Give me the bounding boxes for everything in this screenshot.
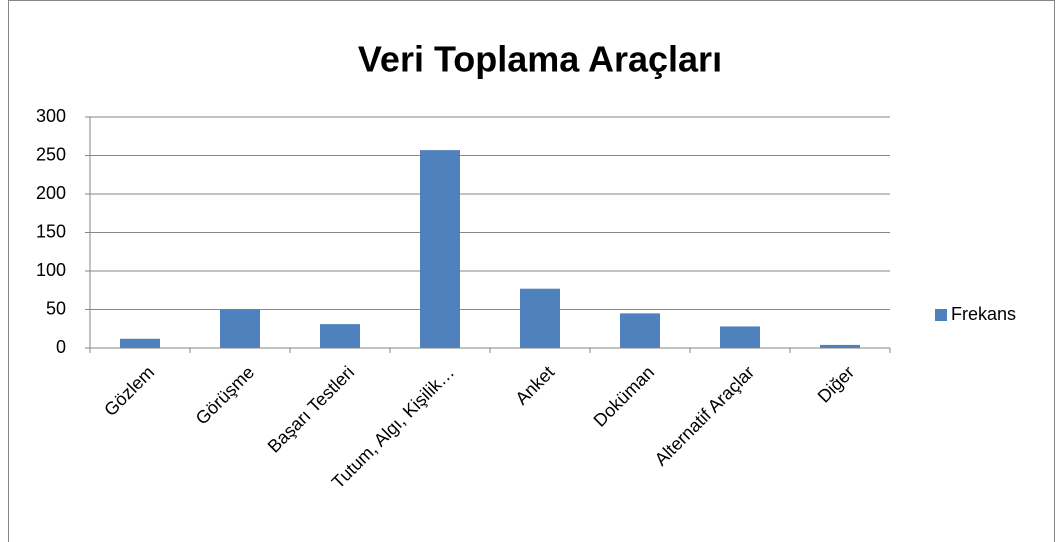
bar bbox=[620, 313, 660, 348]
y-tick-label: 50 bbox=[46, 298, 66, 318]
bar bbox=[120, 338, 160, 348]
y-tick-label: 0 bbox=[56, 337, 66, 357]
bar bbox=[220, 309, 260, 348]
y-tick-label: 250 bbox=[36, 144, 66, 164]
legend-label: Frekans bbox=[951, 304, 1016, 324]
y-tick-label: 100 bbox=[36, 260, 66, 280]
bar bbox=[720, 326, 760, 348]
chart-title: Veri Toplama Araçları bbox=[358, 39, 722, 80]
y-tick-label: 300 bbox=[36, 106, 66, 126]
bar bbox=[520, 288, 560, 348]
legend-swatch bbox=[935, 309, 947, 321]
bar bbox=[820, 344, 860, 348]
y-tick-label: 150 bbox=[36, 221, 66, 241]
y-tick-label: 200 bbox=[36, 183, 66, 203]
bar bbox=[320, 324, 360, 348]
bar bbox=[420, 150, 460, 348]
